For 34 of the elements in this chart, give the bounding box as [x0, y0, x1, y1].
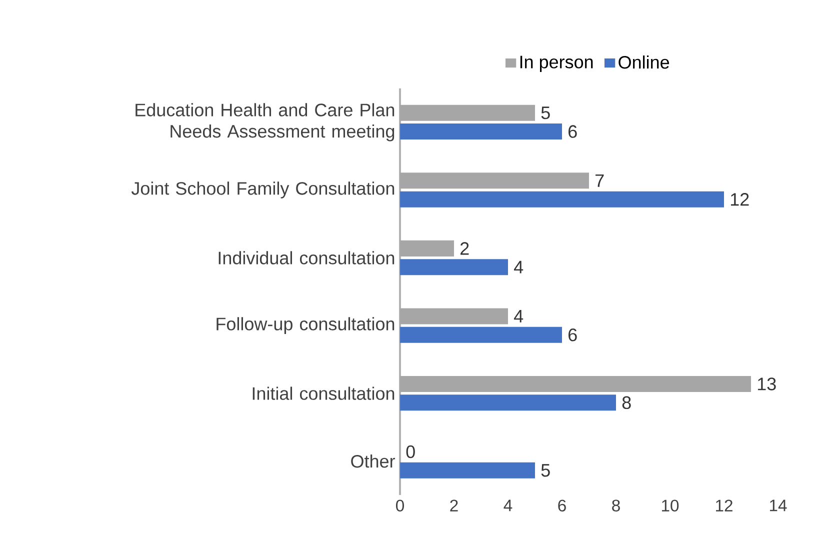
y-tick-label: Follow-up consultation: [216, 317, 394, 334]
y-tick-label: Initial consultation: [252, 386, 394, 400]
data-label: 6: [568, 125, 577, 138]
data-label: 7: [596, 174, 604, 187]
bar: [400, 191, 724, 208]
data-label: 2: [460, 242, 469, 255]
x-tick-label: 10: [662, 500, 679, 512]
x-tick-label: 0: [396, 500, 404, 512]
x-tick-label: 14: [770, 500, 787, 512]
x-tick-label: 6: [558, 500, 566, 512]
data-label: 5: [541, 464, 550, 477]
x-tick-label: 4: [504, 500, 512, 512]
y-tick-label: Individual consultation: [218, 251, 394, 264]
data-label: 0: [406, 445, 415, 458]
x-tick-label: 8: [612, 500, 620, 512]
legend-label: Online: [618, 55, 670, 69]
y-tick-label: Education Health and Care Plan Needs Assessment meeting: [136, 103, 394, 142]
data-label: 5: [541, 106, 550, 120]
bar: [400, 124, 562, 140]
data-label: 12: [730, 193, 749, 206]
bar: [400, 462, 535, 478]
data-label: 4: [514, 310, 524, 322]
bar: [400, 259, 508, 276]
x-tick-label: 2: [450, 500, 458, 512]
x-tick-label: 12: [716, 500, 732, 512]
data-label: 4: [514, 260, 524, 274]
y-tick-label: Other: [351, 454, 395, 468]
data-label: 13: [758, 378, 776, 390]
y-tick-label: Joint School Family Consultation: [131, 182, 394, 198]
legend-label: In person: [520, 56, 593, 72]
data-label: 6: [568, 328, 577, 342]
data-label: 8: [622, 396, 631, 410]
bar: [400, 394, 616, 411]
bar: [400, 326, 562, 343]
